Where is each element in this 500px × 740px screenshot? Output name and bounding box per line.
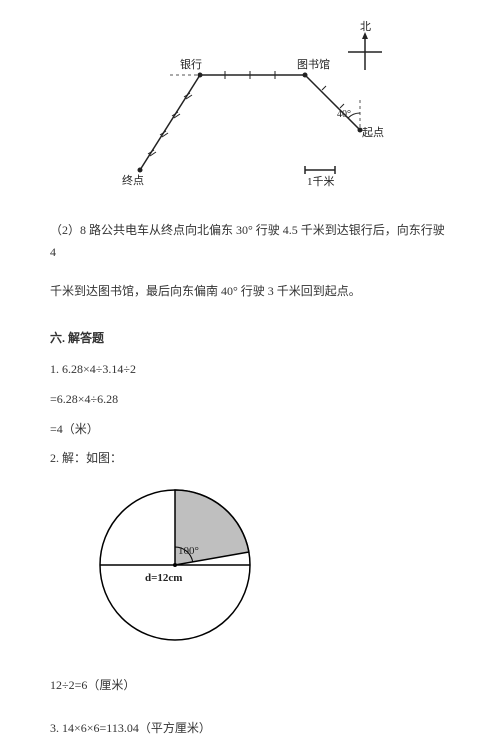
- pie-angle-label: 100°: [178, 542, 199, 562]
- route-map-svg: [100, 20, 400, 200]
- answer2-calc1: 12÷2=6（厘米）: [50, 675, 450, 697]
- bank-label: 银行: [180, 56, 202, 76]
- answer3-line1: 3. 14×6×6=113.04（平方厘米）: [50, 718, 450, 740]
- paragraph-2b: 千米到达图书馆，最后向东偏南 40° 行驶 3 千米回到起点。: [50, 281, 450, 303]
- scale-label: 1千米: [307, 173, 335, 193]
- end-label: 终点: [122, 172, 144, 192]
- library-label: 图书馆: [297, 56, 330, 76]
- answer1-line3: =4（米）: [50, 419, 450, 441]
- answer2-line1: 2. 解：如图：: [50, 448, 450, 470]
- answer1-line1: 1. 6.28×4÷3.14÷2: [50, 359, 450, 381]
- pie-diameter-label: d=12cm: [145, 569, 182, 589]
- section-6-heading: 六. 解答题: [50, 328, 450, 350]
- answer1-line2: =6.28×4÷6.28: [50, 389, 450, 411]
- route-map-diagram: 北 银行 图书馆 起点 终点 40° 1千米: [100, 20, 400, 200]
- angle-40-label: 40°: [337, 106, 351, 124]
- paragraph-2: （2）8 路公共电车从终点向北偏东 30° 行驶 4.5 千米到达银行后，向东行…: [50, 220, 450, 263]
- start-label: 起点: [362, 124, 384, 144]
- pie-chart: 100° d=12cm: [90, 480, 270, 660]
- north-label: 北: [360, 18, 371, 38]
